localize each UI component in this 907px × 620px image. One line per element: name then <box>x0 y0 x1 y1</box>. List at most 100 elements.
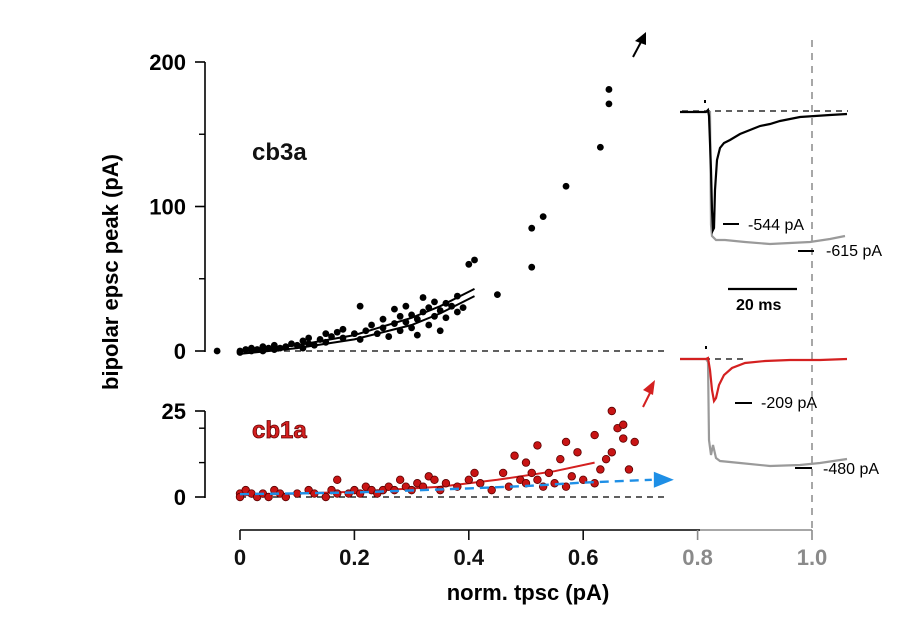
bottom-gray-trace <box>680 357 848 468</box>
bottom-red-amplitude: -209 pA <box>761 395 817 412</box>
blue-arrowhead-icon <box>653 471 674 488</box>
top-data-point <box>528 224 536 232</box>
bottom-data-point <box>487 485 496 495</box>
top-data-point <box>351 330 358 338</box>
top-data-point <box>539 213 547 221</box>
top-data-point <box>316 336 324 343</box>
bottom-data-point <box>527 468 536 478</box>
top-gray-amplitude: -615 pA <box>826 243 882 260</box>
top-data-point <box>442 299 450 307</box>
bottom-data-point <box>521 458 531 467</box>
x-tick-label: 0 <box>234 545 246 570</box>
blue-dashed-line <box>239 471 674 496</box>
top-arrow-icon <box>632 32 646 58</box>
top-data-point <box>276 344 284 352</box>
x-axis-title: norm. tpsc (pA) <box>447 580 610 605</box>
top-data-point <box>413 331 421 339</box>
x-tick-label: 0.6 <box>568 545 599 570</box>
top-data-point <box>396 327 404 335</box>
top-data-point <box>436 327 444 335</box>
x-tick-label: 0.8 <box>682 545 713 570</box>
scale-bar-label: 20 ms <box>736 297 781 314</box>
bottom-data-point <box>607 406 616 416</box>
top-y-tick-label: 200 <box>149 50 186 75</box>
top-data-point <box>605 100 613 108</box>
bottom-data-point <box>561 482 571 491</box>
top-data-point <box>299 344 307 352</box>
top-data-point <box>425 321 433 329</box>
top-data-point <box>391 320 398 327</box>
blue-dashed-path <box>239 478 652 496</box>
y-axis-title: bipolar epsc peak (pA) <box>98 154 123 390</box>
top-data-point <box>402 302 410 310</box>
top-data-point <box>328 333 335 340</box>
bottom-traces: -209 pA -480 pA <box>680 346 879 478</box>
top-data-point <box>305 334 313 342</box>
top-data-point <box>339 325 347 333</box>
top-data-point <box>453 292 461 300</box>
bottom-data-point <box>533 441 542 450</box>
top-data-point <box>408 311 415 319</box>
bottom-y-ticks: 0 25 <box>162 399 205 510</box>
bottom-data-point <box>355 489 365 498</box>
top-data-point <box>322 338 330 346</box>
top-data-point <box>333 328 341 336</box>
bottom-data-point <box>498 468 508 478</box>
top-data-point <box>356 302 364 310</box>
cb1a-label: cb1a <box>252 417 307 444</box>
top-data-point <box>248 344 255 352</box>
top-data-point <box>431 312 438 320</box>
bottom-data-point <box>590 430 599 440</box>
top-data-point <box>373 330 381 338</box>
bottom-data-point <box>619 420 628 429</box>
top-data-point <box>379 324 387 332</box>
bottom-data-point <box>544 468 554 478</box>
top-panel: 0 100 200 cb3a <box>149 32 668 364</box>
bottom-data-point <box>510 451 519 460</box>
top-traces: -544 pA -615 pA 20 ms <box>680 100 882 314</box>
bottom-data-point <box>607 448 616 457</box>
bottom-y-tick-label: 0 <box>174 485 186 510</box>
top-data-point <box>293 341 301 349</box>
top-data-point <box>448 302 456 310</box>
x-tick-label: 0.2 <box>339 545 370 570</box>
top-data-point <box>385 333 393 340</box>
bottom-data-point <box>430 475 439 484</box>
fit-1 <box>239 288 475 352</box>
top-data-point <box>413 315 421 323</box>
top-y-tick-label: 0 <box>174 339 186 364</box>
top-data-point <box>288 340 295 348</box>
bottom-data-point <box>441 479 451 488</box>
bottom-data-point <box>561 437 571 447</box>
top-data-point <box>562 182 570 190</box>
bottom-data-point <box>596 465 605 474</box>
top-data-point <box>453 308 461 316</box>
bottom-data-point <box>293 489 302 498</box>
top-data-point <box>236 347 244 355</box>
bottom-data-point <box>573 448 582 457</box>
bottom-data-point <box>264 492 273 502</box>
bottom-data-point <box>567 472 576 481</box>
bottom-data-point <box>619 434 628 443</box>
top-data-point <box>305 340 313 348</box>
top-data-point <box>396 312 404 320</box>
bottom-data-point <box>476 479 485 488</box>
top-data-point <box>391 305 398 313</box>
top-data-point <box>494 291 501 299</box>
top-data-point <box>605 86 613 93</box>
bottom-y-tick-label: 25 <box>162 399 186 424</box>
bottom-gray-amplitude: -480 pA <box>823 461 879 478</box>
top-data-point <box>419 294 427 301</box>
top-y-ticks: 0 100 200 <box>149 50 205 364</box>
bottom-data-point <box>321 492 330 502</box>
bottom-panel: 0 25 cb1a <box>162 380 674 510</box>
bottom-data-point <box>556 454 565 464</box>
top-data-point <box>596 143 604 151</box>
top-data-point <box>402 318 410 326</box>
bottom-data-point <box>395 475 405 484</box>
top-data-point <box>379 315 387 323</box>
top-data-point <box>528 263 536 271</box>
top-data-points <box>213 86 613 356</box>
bottom-data-point <box>601 454 611 464</box>
